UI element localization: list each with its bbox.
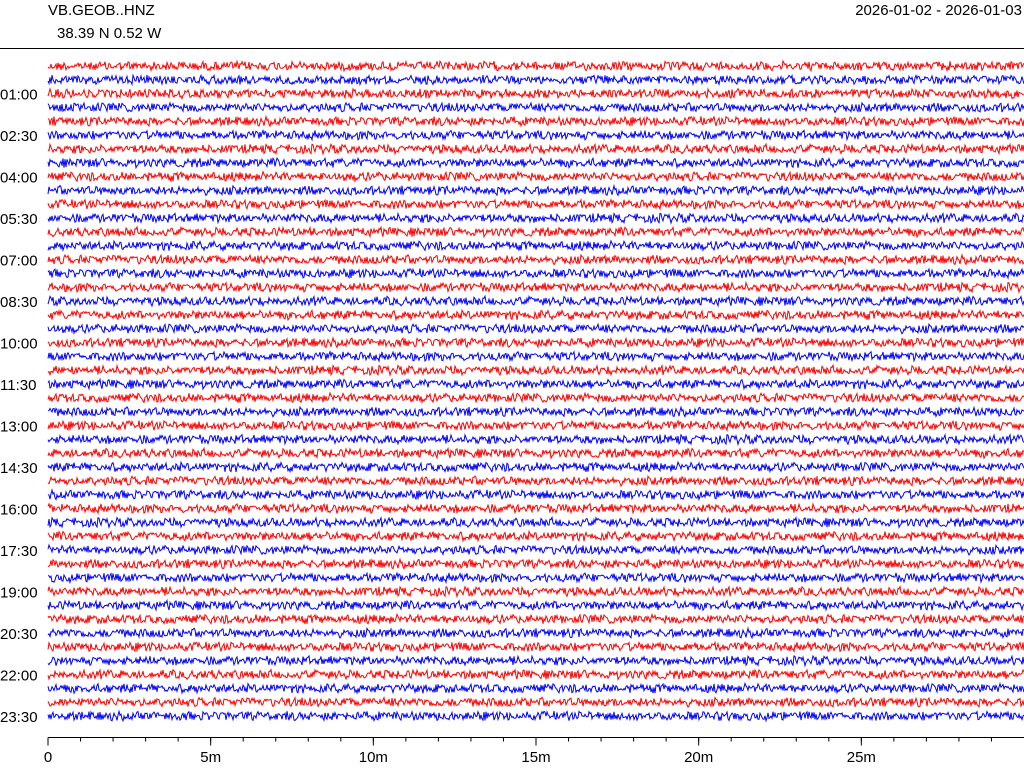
y-tick-label: 20:30: [0, 626, 38, 643]
x-tick-label: 10m: [359, 749, 388, 766]
x-tick-label: 25m: [847, 749, 876, 766]
y-tick-label: 08:30: [0, 294, 38, 311]
trace: [47, 59, 1024, 73]
trace: [47, 280, 1024, 295]
y-tick-label: 17:30: [0, 543, 38, 560]
y-tick-label: 13:00: [0, 419, 38, 436]
trace: [47, 101, 1024, 114]
trace: [47, 197, 1024, 211]
trace: [47, 654, 1024, 668]
y-tick-label: 14:30: [0, 460, 38, 477]
trace: [47, 308, 1024, 322]
y-tick-label: 19:00: [0, 585, 38, 602]
station-coords: 38.39 N 0.52 W: [57, 25, 162, 42]
trace: [47, 87, 1024, 100]
trace: [47, 128, 1024, 142]
trace: [47, 239, 1024, 253]
trace: [47, 294, 1024, 308]
y-tick-label: 04:00: [0, 170, 38, 187]
trace: [47, 405, 1024, 419]
y-tick-label: 10:00: [0, 336, 38, 353]
trace: [47, 336, 1024, 350]
trace: [47, 322, 1024, 336]
trace: [47, 73, 1024, 87]
trace: [47, 598, 1024, 612]
trace: [47, 377, 1024, 391]
y-tick-label: 16:00: [0, 502, 38, 519]
trace: [47, 612, 1024, 626]
y-tick-label: 07:00: [0, 253, 38, 270]
y-tick-label: 22:00: [0, 667, 38, 684]
trace: [47, 183, 1024, 197]
x-tick-label: 0: [44, 749, 52, 766]
trace: [47, 709, 1024, 723]
trace: [47, 515, 1024, 530]
trace: [47, 433, 1024, 447]
trace: [47, 419, 1024, 433]
trace: [47, 267, 1024, 281]
y-tick-label: 05:30: [0, 211, 38, 228]
trace: [47, 681, 1024, 695]
trace: [47, 446, 1024, 460]
trace: [47, 543, 1024, 557]
trace: [47, 114, 1024, 128]
trace: [47, 156, 1024, 170]
trace: [47, 626, 1024, 640]
y-tick-label: 01:00: [0, 87, 38, 104]
trace: [47, 667, 1024, 682]
station-title: VB.GEOB..HNZ: [48, 2, 155, 19]
trace: [47, 460, 1024, 474]
trace: [47, 557, 1024, 571]
trace: [47, 391, 1024, 405]
trace: [47, 225, 1024, 239]
trace: [47, 474, 1024, 487]
trace: [47, 529, 1024, 543]
trace: [47, 584, 1024, 599]
x-tick-label: 20m: [684, 749, 713, 766]
y-tick-label: 02:30: [0, 128, 38, 145]
y-tick-label: 11:30: [0, 377, 36, 394]
trace: [47, 363, 1024, 378]
trace: [47, 142, 1024, 156]
trace: [47, 488, 1024, 502]
traces: [47, 59, 1024, 723]
trace: [47, 211, 1024, 225]
x-tick-label: 5m: [200, 749, 221, 766]
trace: [47, 502, 1024, 515]
trace: [47, 170, 1024, 183]
trace: [47, 350, 1024, 363]
trace: [47, 696, 1024, 709]
x-tick-label: 15m: [521, 749, 550, 766]
y-tick-label: 23:30: [0, 709, 38, 726]
date-range: 2026-01-02 - 2026-01-03: [855, 2, 1022, 19]
trace: [47, 253, 1024, 266]
trace: [47, 640, 1024, 654]
trace: [47, 571, 1024, 585]
